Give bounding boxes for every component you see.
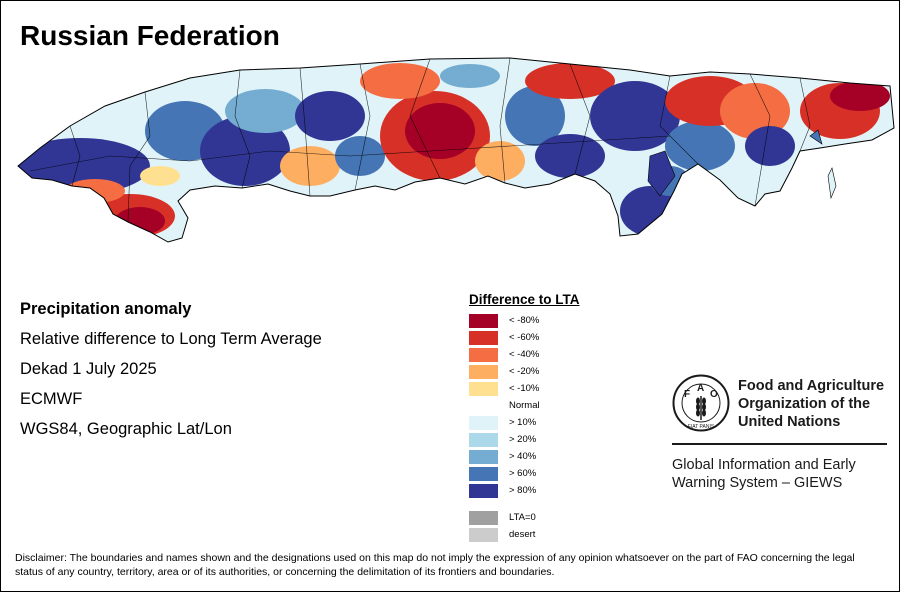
map-info: Precipitation anomaly Relative differenc…: [20, 298, 322, 448]
variable-heading: Precipitation anomaly: [20, 300, 192, 318]
legend-label: desert: [509, 529, 536, 540]
system-name: Global Information and Early Warning Sys…: [672, 456, 856, 492]
system-name-line: Warning System – GIEWS: [672, 475, 843, 491]
projection-label: WGS84, Geographic Lat/Lon: [20, 420, 232, 438]
legend-swatch: [469, 314, 498, 328]
logo-letter: O: [710, 389, 718, 400]
organization-name-line: United Nations: [738, 414, 841, 430]
legend-swatch: [469, 467, 498, 481]
legend-swatch: [469, 528, 498, 542]
divider: [672, 443, 887, 445]
legend-swatch: [469, 331, 498, 345]
legend-label: > 20%: [509, 434, 537, 445]
legend-swatch: [469, 382, 498, 396]
map-title: Russian Federation: [20, 20, 280, 51]
legend-label: < -80%: [509, 315, 540, 326]
legend-label: < -60%: [509, 332, 540, 343]
disclaimer-text: Disclaimer: The boundaries and names sho…: [15, 552, 855, 578]
legend-label: > 10%: [509, 417, 537, 428]
legend-title: Difference to LTA: [469, 292, 580, 307]
legend-label: > 60%: [509, 468, 537, 479]
legend-label: > 40%: [509, 451, 537, 462]
organization-name-line: Food and Agriculture: [738, 378, 885, 394]
map-legend: Difference to LTA < -80% < -60% < -40% <…: [469, 292, 629, 542]
legend-swatch: [469, 365, 498, 379]
legend-swatch: [469, 416, 498, 430]
legend-normal-label: Normal: [509, 400, 540, 411]
legend-label: < -20%: [509, 366, 540, 377]
legend-label: < -10%: [509, 383, 540, 394]
logo-letter: A: [697, 383, 704, 394]
logo-motto: FIAT PANIS: [688, 424, 715, 430]
legend-label: LTA=0: [509, 512, 536, 523]
fao-logo: F A O FIAT PANIS: [672, 374, 730, 432]
legend-swatch: [469, 511, 498, 525]
legend-swatch: [469, 450, 498, 464]
organization-name-line: Organization of the: [738, 396, 871, 412]
period-label: Dekad 1 July 2025: [20, 360, 157, 378]
data-source-label: ECMWF: [20, 390, 83, 408]
legend-swatch: [469, 484, 498, 498]
organization-name: Food and Agriculture Organization of the…: [738, 377, 884, 431]
russia-precipitation-map: [17, 57, 895, 243]
legend-label: > 80%: [509, 485, 537, 496]
legend-swatch: [469, 433, 498, 447]
legend-label: < -40%: [509, 349, 540, 360]
variable-description: Relative difference to Long Term Average: [20, 330, 322, 348]
system-name-line: Global Information and Early: [672, 457, 856, 473]
logo-letter: F: [684, 389, 690, 400]
legend-swatch: [469, 348, 498, 362]
